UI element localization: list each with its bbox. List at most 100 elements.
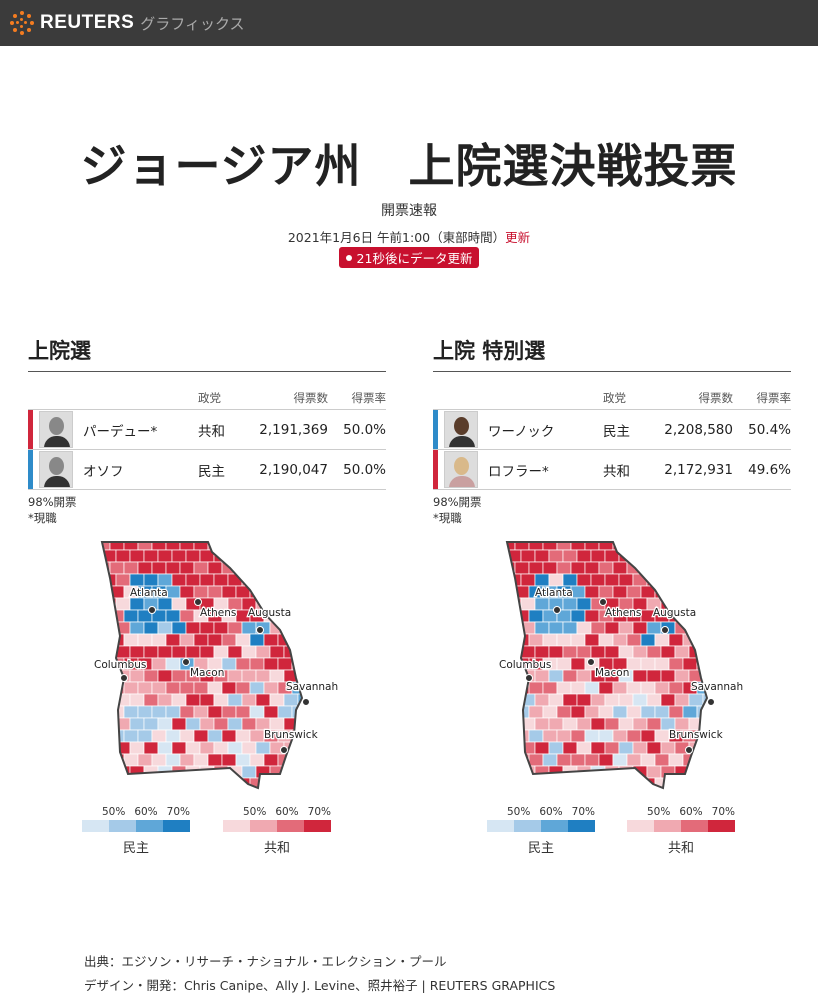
county-shape[interactable]: [306, 538, 320, 550]
county-shape[interactable]: [137, 681, 153, 695]
county-shape[interactable]: [157, 573, 173, 587]
county-shape[interactable]: [129, 573, 145, 587]
county-shape[interactable]: [312, 742, 326, 754]
county-shape[interactable]: [495, 741, 508, 755]
county-shape[interactable]: [711, 658, 725, 670]
county-shape[interactable]: [711, 562, 725, 574]
county-shape[interactable]: [193, 585, 209, 599]
county-shape[interactable]: [241, 765, 257, 779]
county-shape[interactable]: [590, 573, 606, 587]
county-shape[interactable]: [604, 741, 620, 755]
county-shape[interactable]: [199, 717, 215, 731]
county-shape[interactable]: [626, 538, 642, 551]
county-shape[interactable]: [165, 777, 181, 790]
county-shape[interactable]: [556, 561, 572, 575]
county-shape[interactable]: [674, 693, 690, 707]
county-shape[interactable]: [548, 669, 564, 683]
county-shape[interactable]: [129, 669, 145, 683]
county-shape[interactable]: [674, 669, 690, 683]
county-shape[interactable]: [528, 538, 544, 551]
county-shape[interactable]: [151, 681, 167, 695]
county-shape[interactable]: [157, 669, 173, 683]
county-shape[interactable]: [193, 729, 209, 743]
county-shape[interactable]: [291, 538, 306, 551]
county-shape[interactable]: [297, 549, 312, 563]
county-shape[interactable]: [507, 717, 522, 731]
county-shape[interactable]: [501, 729, 516, 743]
county-shape[interactable]: [221, 705, 237, 719]
county-shape[interactable]: [542, 753, 558, 767]
county-shape[interactable]: [249, 561, 265, 575]
county-shape[interactable]: [143, 741, 159, 755]
county-map-senate[interactable]: Atlanta Athens Augusta Columbus Macon Savanna…: [90, 538, 350, 798]
county-shape[interactable]: [185, 717, 201, 731]
county-shape[interactable]: [137, 729, 153, 743]
county-shape[interactable]: [590, 765, 606, 779]
county-shape[interactable]: [660, 573, 676, 587]
county-shape[interactable]: [668, 657, 684, 671]
county-shape[interactable]: [227, 669, 243, 683]
county-shape[interactable]: [576, 741, 592, 755]
county-shape[interactable]: [263, 657, 279, 671]
county-shape[interactable]: [604, 645, 620, 659]
county-shape[interactable]: [576, 573, 592, 587]
county-shape[interactable]: [123, 633, 139, 647]
county-shape[interactable]: [227, 741, 243, 755]
county-shape[interactable]: [604, 573, 620, 587]
county-shape[interactable]: [556, 753, 572, 767]
county-shape[interactable]: [277, 705, 293, 719]
county-shape[interactable]: [688, 693, 704, 707]
county-shape[interactable]: [171, 573, 187, 587]
county-shape[interactable]: [626, 633, 642, 647]
county-shape[interactable]: [598, 538, 614, 551]
county-shape[interactable]: [507, 645, 522, 659]
county-shape[interactable]: [227, 693, 243, 707]
county-shape[interactable]: [702, 573, 717, 587]
county-shape[interactable]: [682, 585, 698, 599]
county-shape[interactable]: [96, 777, 111, 790]
county-shape[interactable]: [528, 705, 544, 719]
county-shape[interactable]: [129, 597, 145, 611]
county-shape[interactable]: [660, 765, 676, 779]
county-shape[interactable]: [129, 693, 145, 707]
county-shape[interactable]: [269, 573, 285, 587]
county-shape[interactable]: [556, 705, 572, 719]
county-shape[interactable]: [584, 538, 600, 551]
county-shape[interactable]: [626, 585, 642, 599]
county-shape[interactable]: [123, 609, 139, 623]
county-shape[interactable]: [534, 549, 550, 563]
county-shape[interactable]: [171, 549, 187, 563]
county-shape[interactable]: [283, 573, 299, 587]
county-shape[interactable]: [312, 790, 326, 798]
county-shape[interactable]: [283, 549, 299, 563]
county-shape[interactable]: [306, 586, 320, 598]
county-shape[interactable]: [702, 621, 717, 635]
county-shape[interactable]: [668, 681, 684, 695]
county-shape[interactable]: [668, 753, 684, 767]
county-shape[interactable]: [207, 561, 223, 575]
county-shape[interactable]: [501, 633, 516, 647]
county-shape[interactable]: [186, 790, 200, 798]
county-shape[interactable]: [548, 621, 564, 635]
county-shape[interactable]: [604, 717, 620, 731]
county-shape[interactable]: [171, 741, 187, 755]
county-shape[interactable]: [90, 597, 103, 611]
county-shape[interactable]: [109, 777, 125, 790]
county-shape[interactable]: [717, 574, 731, 586]
county-shape[interactable]: [171, 693, 187, 707]
county-shape[interactable]: [221, 538, 237, 551]
county-shape[interactable]: [249, 753, 265, 767]
county-shape[interactable]: [227, 621, 243, 635]
county-shape[interactable]: [102, 621, 117, 635]
county-shape[interactable]: [283, 621, 299, 635]
county-shape[interactable]: [235, 681, 251, 695]
county-shape[interactable]: [590, 717, 606, 731]
county-shape[interactable]: [654, 705, 670, 719]
county-shape[interactable]: [570, 585, 586, 599]
county-shape[interactable]: [143, 645, 159, 659]
county-shape[interactable]: [277, 538, 293, 551]
county-shape[interactable]: [228, 790, 242, 798]
county-shape[interactable]: [241, 717, 257, 731]
county-shape[interactable]: [235, 729, 251, 743]
county-shape[interactable]: [221, 753, 237, 767]
